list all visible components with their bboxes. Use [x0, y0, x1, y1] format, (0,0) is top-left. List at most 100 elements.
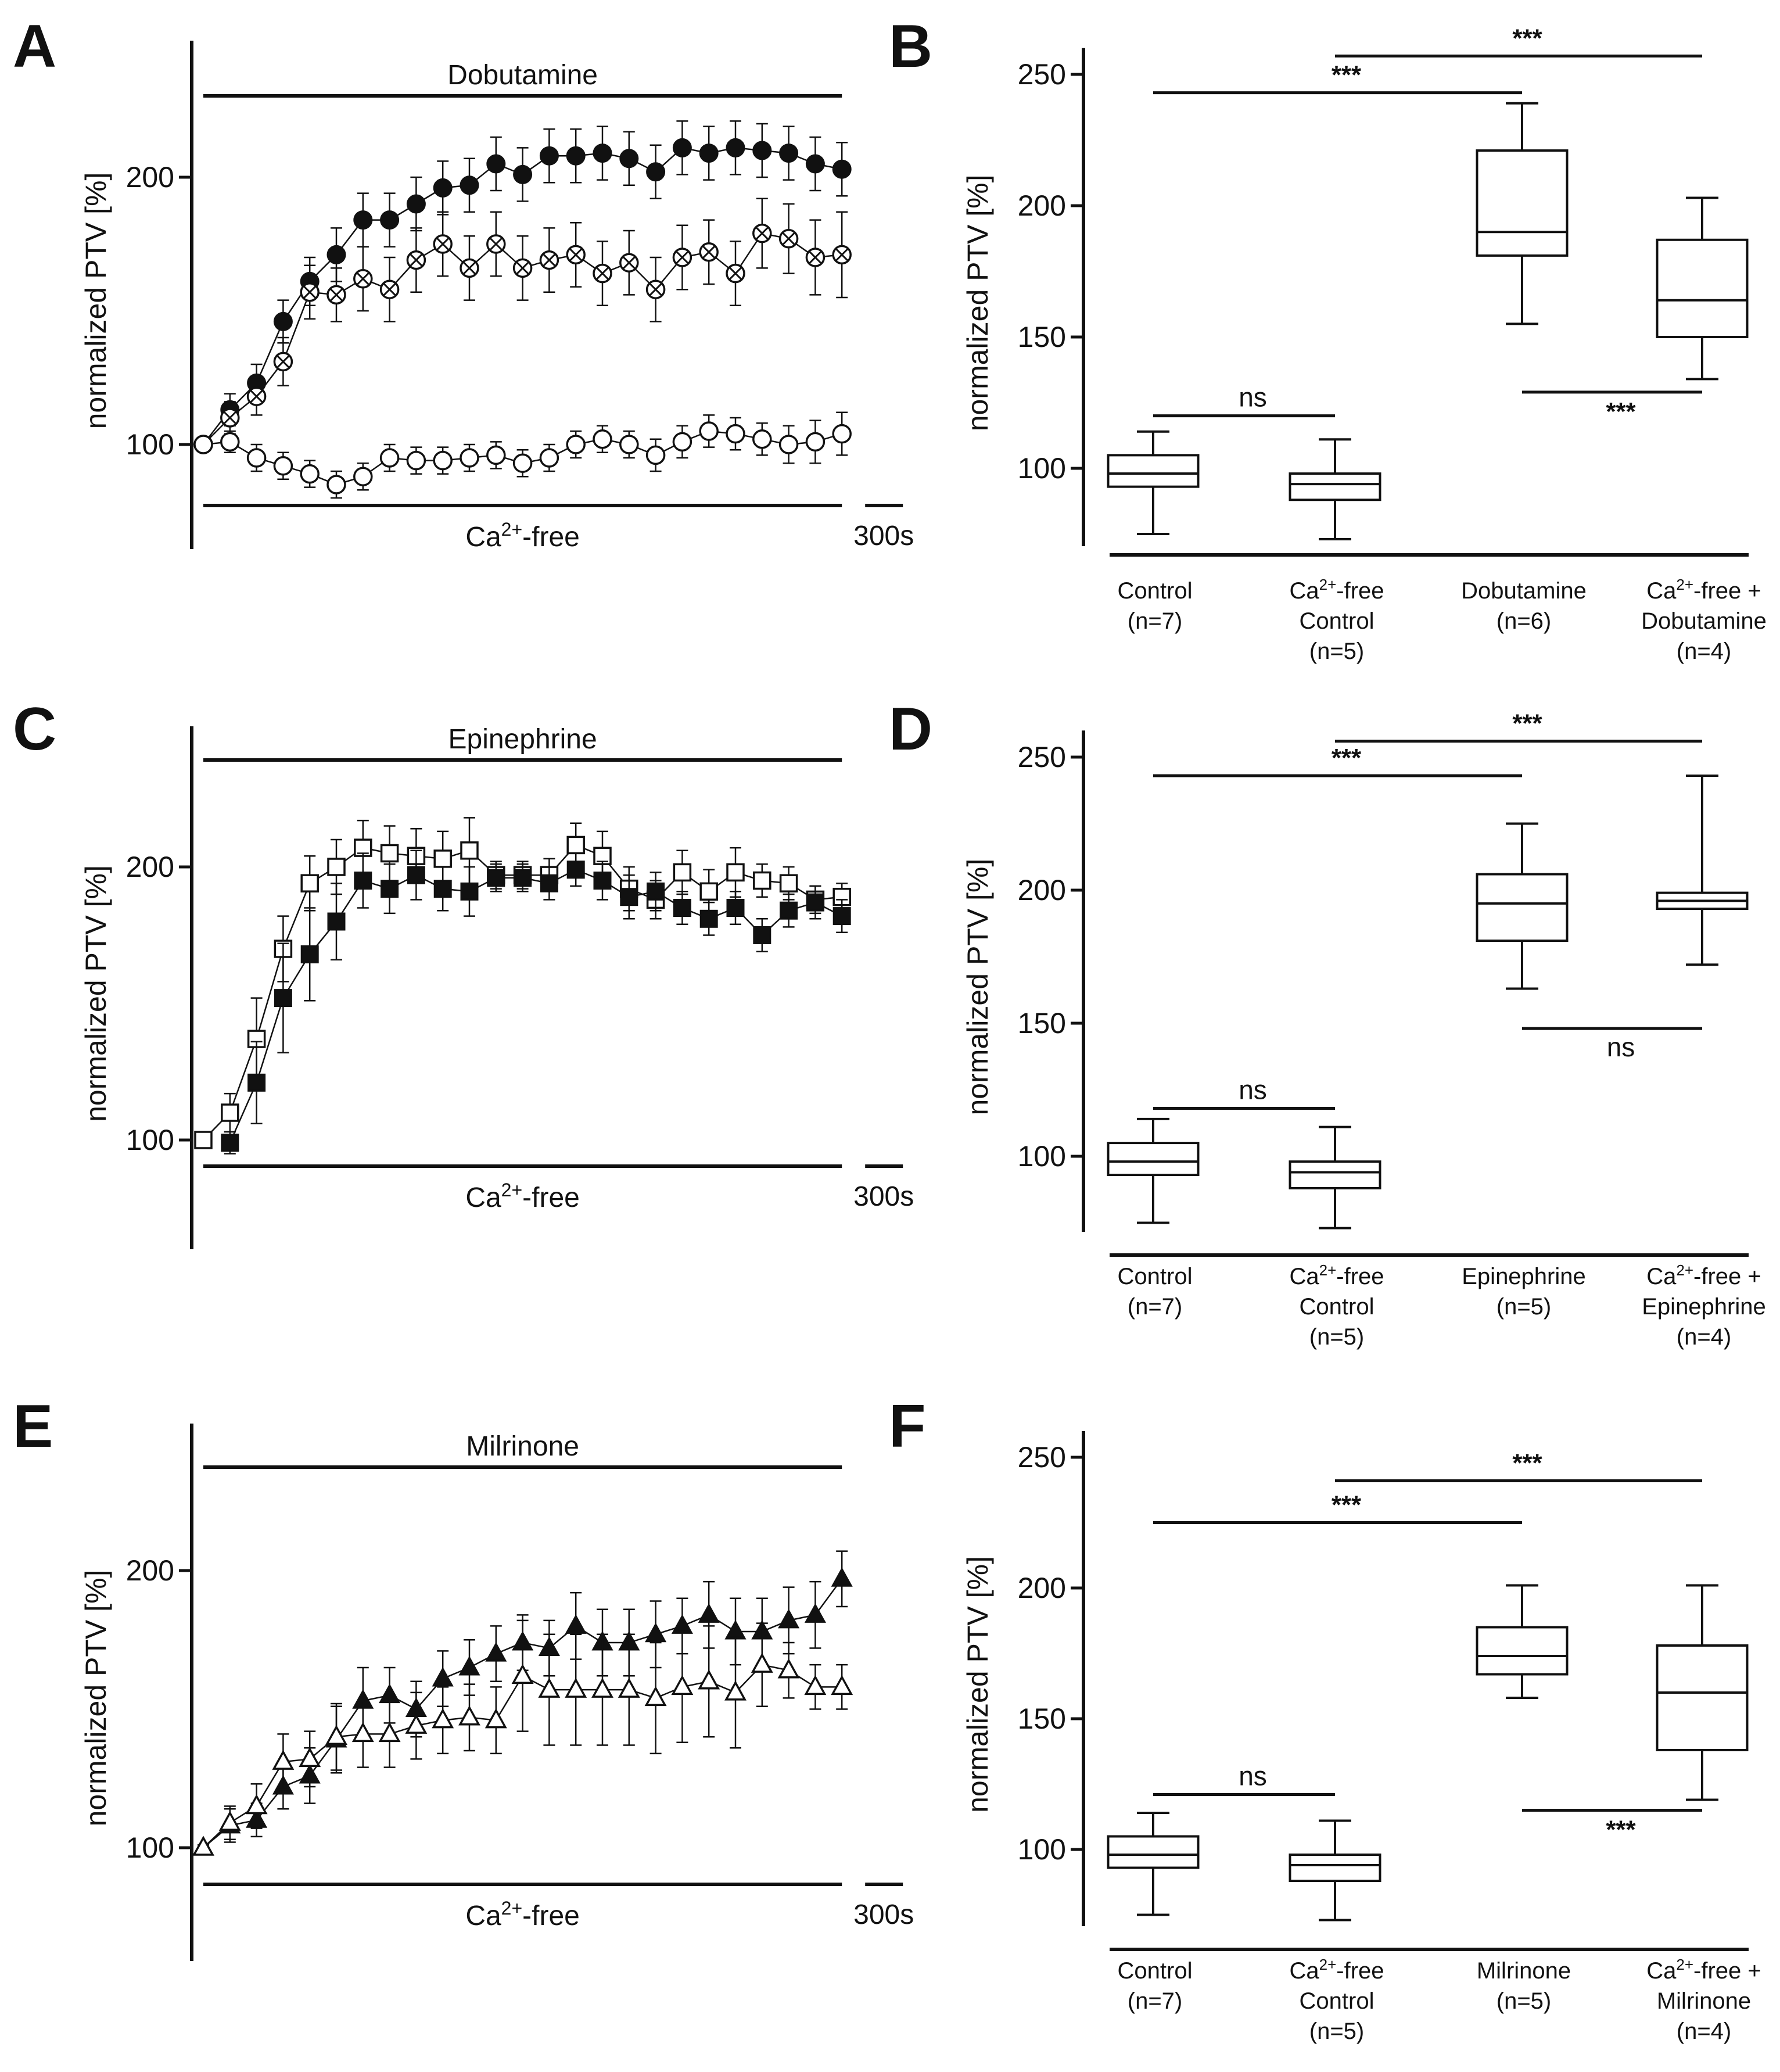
data-point — [565, 1677, 587, 1698]
data-point — [485, 1708, 507, 1729]
data-point — [433, 234, 453, 254]
y-tick-label: 200 — [1018, 874, 1066, 906]
scale-bar-label: 300s — [853, 1899, 914, 1930]
box-plot — [1476, 102, 1569, 325]
treatment-label: Milrinone — [466, 1431, 579, 1462]
data-point-cross-b — [569, 248, 583, 261]
data-point — [699, 882, 718, 901]
y-tick-label: 100 — [1018, 1140, 1066, 1173]
data-point — [671, 1614, 693, 1634]
category-label: (n=5) — [1309, 639, 1365, 664]
category-label: Control — [1300, 608, 1375, 634]
category-label: (n=6) — [1497, 608, 1552, 634]
data-point-cross-b — [595, 267, 609, 281]
significance-label: ns — [1607, 1032, 1635, 1062]
data-point — [326, 245, 346, 264]
box-plot — [1656, 196, 1749, 381]
data-point — [752, 429, 772, 449]
data-point — [672, 432, 692, 452]
category-label: Ca2+-free + — [1646, 1956, 1761, 1984]
data-point — [566, 146, 586, 166]
significance-label: *** — [1512, 709, 1542, 738]
data-point — [565, 1614, 587, 1634]
data-point — [753, 871, 771, 890]
significance-label: ns — [1239, 1075, 1267, 1105]
data-point — [699, 909, 718, 928]
category-label: Dobutamine — [1641, 608, 1767, 634]
data-point — [726, 899, 745, 917]
data-point — [458, 1655, 480, 1676]
data-point — [779, 874, 798, 892]
y-axis-label: normalized PTV [%] — [80, 173, 112, 429]
data-point — [566, 836, 585, 855]
y-tick-label: 100 — [126, 428, 174, 461]
category-label: Ca2+-free + — [1646, 576, 1761, 604]
box-iqr — [1289, 1854, 1381, 1882]
data-point — [354, 872, 372, 890]
data-point — [512, 453, 533, 473]
data-point — [780, 901, 798, 920]
y-tick-label: 200 — [126, 851, 174, 883]
category-label: Ca2+-free + — [1646, 1261, 1761, 1289]
data-point — [672, 248, 692, 267]
data-point — [220, 432, 240, 452]
category-label: Epinephrine — [1642, 1294, 1766, 1320]
data-point-cross-b — [223, 411, 237, 425]
category-label: Ca2+-free — [1289, 1956, 1384, 1984]
data-point — [192, 1836, 214, 1856]
data-point — [647, 882, 665, 901]
y-axis-label: normalized PTV [%] — [80, 865, 112, 1122]
significance-label: *** — [1332, 744, 1362, 772]
box-iqr — [1656, 1644, 1749, 1751]
y-tick-label: 200 — [126, 161, 174, 193]
box-plot — [1107, 1117, 1200, 1224]
data-point-cross-b — [409, 253, 423, 267]
significance-label: *** — [1512, 24, 1542, 52]
data-point — [566, 245, 586, 265]
significance-label: *** — [1332, 61, 1362, 89]
data-point — [831, 1567, 853, 1587]
y-tick-label: 250 — [1018, 741, 1066, 773]
data-point — [699, 242, 719, 262]
data-point — [406, 450, 426, 471]
data-point — [511, 1664, 534, 1684]
data-point — [486, 154, 506, 174]
box-iqr — [1656, 238, 1749, 339]
box-plot — [1107, 430, 1200, 535]
category-label: Milrinone — [1477, 1958, 1571, 1984]
data-point — [539, 250, 559, 270]
data-point — [752, 141, 772, 160]
panel-letter: C — [13, 696, 56, 763]
data-point — [299, 1747, 321, 1768]
data-point-cross-b — [835, 248, 849, 261]
data-point — [512, 258, 533, 278]
data-point — [326, 475, 346, 494]
category-label: (n=7) — [1128, 608, 1183, 634]
series-circle-cross — [193, 198, 852, 454]
data-point — [194, 1131, 213, 1149]
data-point — [673, 899, 691, 917]
data-point — [832, 907, 851, 926]
category-label: Dobutamine — [1461, 578, 1587, 604]
data-point — [300, 945, 319, 963]
category-label: (n=5) — [1497, 1988, 1552, 2014]
data-point — [778, 435, 799, 454]
box-plot — [1476, 822, 1569, 990]
scale-bar-label: 300s — [853, 1181, 914, 1212]
panel-letter: F — [889, 1393, 926, 1460]
panel-letter: D — [889, 696, 932, 763]
data-point — [487, 869, 505, 887]
data-point — [777, 1658, 800, 1679]
data-point — [618, 1677, 640, 1698]
data-point-cross-b — [542, 253, 556, 267]
box-plot — [1476, 1584, 1569, 1699]
data-point — [698, 1603, 720, 1623]
data-point — [645, 279, 666, 299]
data-point-cross-b — [303, 285, 317, 299]
data-point — [300, 282, 320, 302]
y-tick-label: 100 — [126, 1831, 174, 1864]
data-point — [698, 1669, 720, 1690]
